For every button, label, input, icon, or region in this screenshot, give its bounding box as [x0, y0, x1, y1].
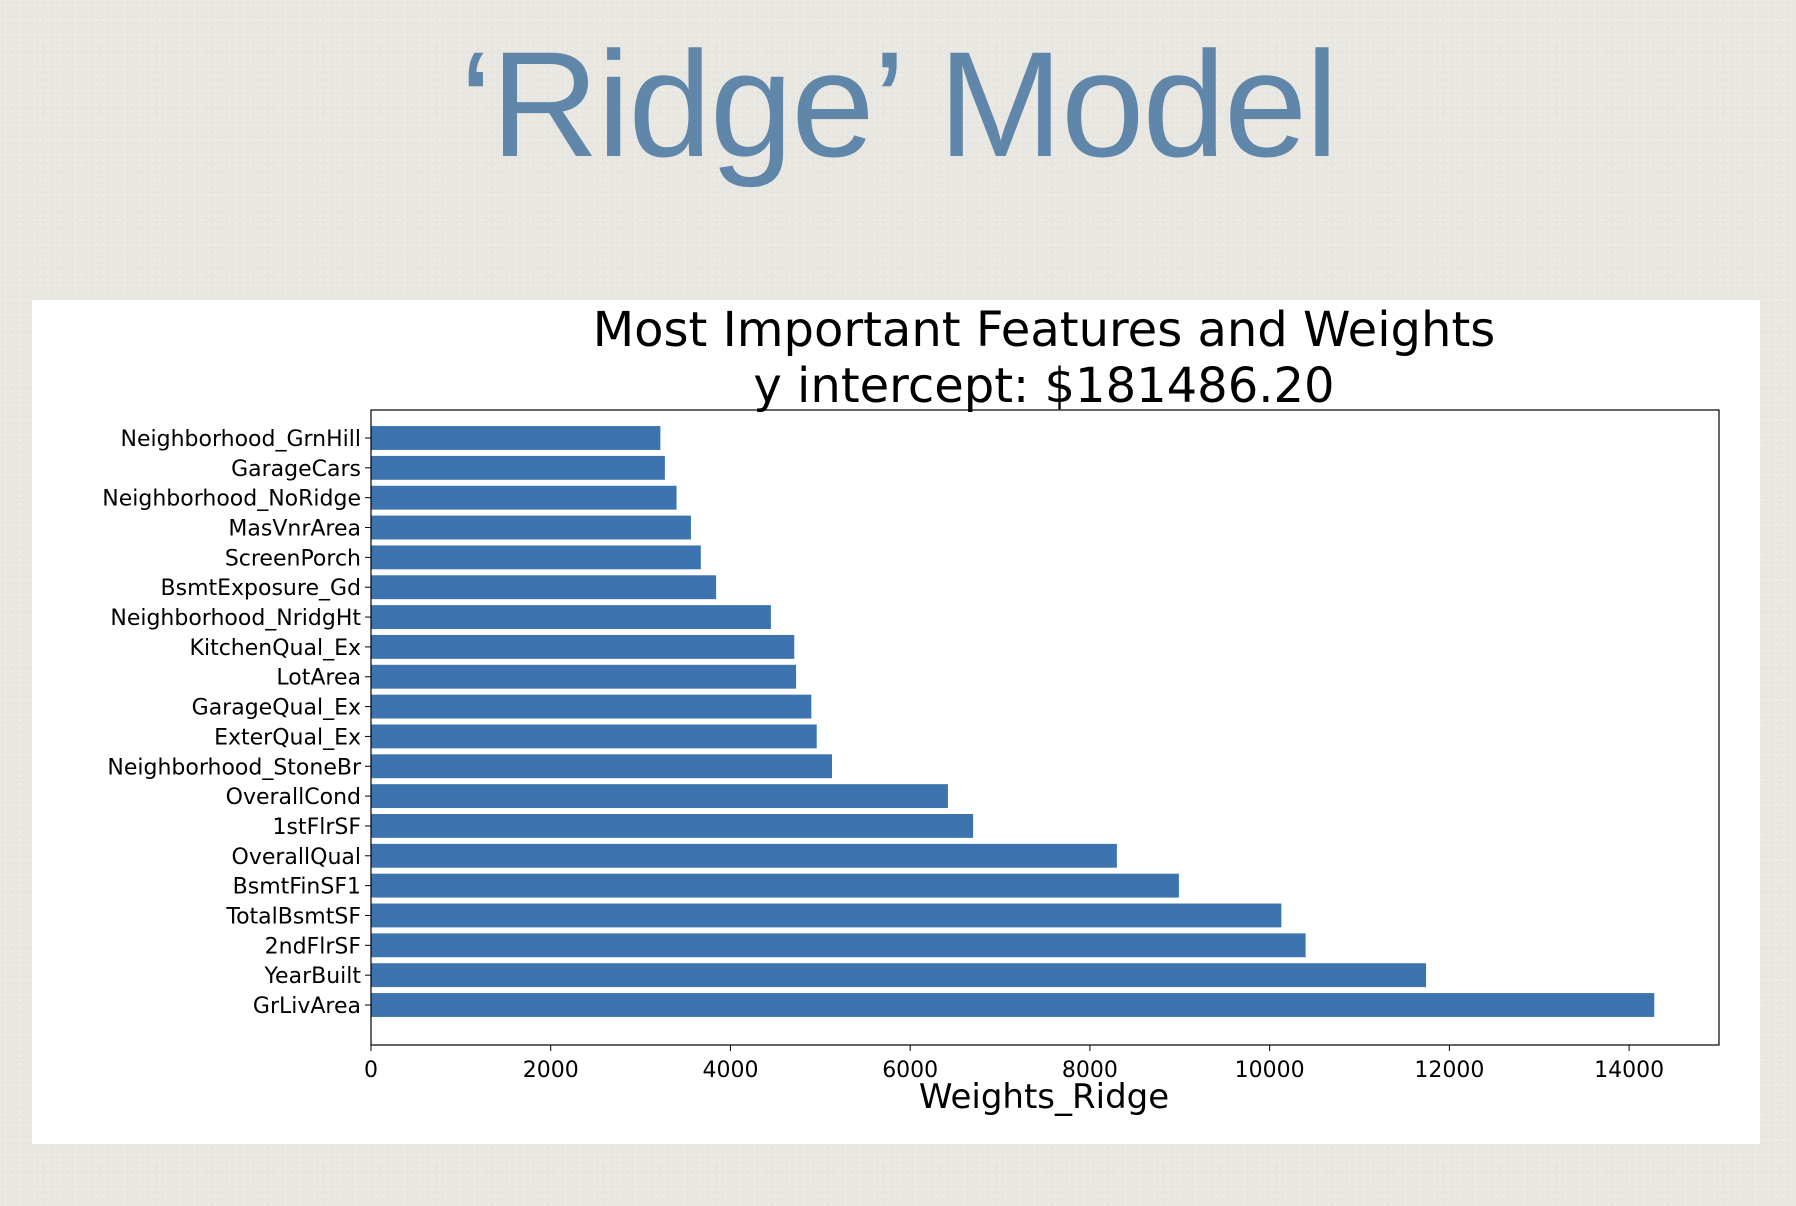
- bar-2ndFlrSF: [371, 933, 1306, 958]
- bars-group: [371, 426, 1655, 1017]
- x-tick-label: 0: [364, 1058, 378, 1083]
- category-label: GrLivArea: [253, 994, 361, 1019]
- bar-YearBuilt: [371, 963, 1427, 988]
- category-label: BsmtExposure_Gd: [161, 576, 361, 601]
- category-label: GarageQual_Ex: [192, 696, 361, 721]
- category-label: OverallCond: [226, 785, 361, 810]
- category-label: 1stFlrSF: [272, 815, 361, 840]
- x-tick-label: 6000: [882, 1058, 938, 1083]
- category-label: Neighborhood_NoRidge: [102, 487, 361, 512]
- bar-Neighborhood_StoneBr: [371, 754, 833, 779]
- bar-GarageQual_Ex: [371, 694, 812, 719]
- bar-GarageCars: [371, 455, 665, 480]
- bar-BsmtExposure_Gd: [371, 575, 717, 600]
- category-label: YearBuilt: [264, 964, 362, 989]
- bar-1stFlrSF: [371, 814, 974, 838]
- bar-OverallCond: [371, 784, 948, 809]
- x-axis-label: Weights_Ridge: [919, 1077, 1169, 1117]
- x-tick-label: 8000: [1062, 1058, 1118, 1083]
- chart-title: Most Important Features and Weights: [593, 302, 1496, 358]
- category-label: Neighborhood_NridgHt: [110, 606, 361, 631]
- bar-KitchenQual_Ex: [371, 634, 795, 659]
- bar-ExterQual_Ex: [371, 724, 817, 749]
- category-label: Neighborhood_StoneBr: [107, 755, 362, 780]
- category-label: Neighborhood_GrnHill: [121, 427, 361, 452]
- bar-chart: Most Important Features and Weights y in…: [102, 302, 1720, 1117]
- bar-ScreenPorch: [371, 545, 701, 570]
- category-label: 2ndFlrSF: [265, 934, 361, 959]
- bar-LotArea: [371, 664, 797, 689]
- category-label: BsmtFinSF1: [233, 875, 361, 900]
- category-label: TotalBsmtSF: [225, 904, 361, 929]
- bar-GrLivArea: [371, 993, 1655, 1017]
- category-label: ScreenPorch: [225, 546, 361, 571]
- category-label: MasVnrArea: [228, 517, 361, 542]
- category-label: ExterQual_Ex: [214, 725, 361, 750]
- category-label: GarageCars: [231, 457, 361, 482]
- chart-panel: Most Important Features and Weights y in…: [32, 300, 1760, 1144]
- x-tick-label: 4000: [702, 1058, 758, 1083]
- plot-frame: [370, 409, 1720, 1046]
- category-labels: GrLivArea YearBuilt 2ndFlrSF TotalBsmtSF Bsm…: [102, 427, 371, 1019]
- bar-OverallQual: [371, 843, 1117, 868]
- x-tick-label: 14000: [1594, 1058, 1664, 1083]
- bar-TotalBsmtSF: [371, 903, 1282, 928]
- x-tick-label: 2000: [523, 1058, 579, 1083]
- category-label: OverallQual: [232, 845, 361, 870]
- bar-Neighborhood_GrnHill: [371, 426, 661, 450]
- slide-title: ‘Ridge’ Model: [459, 20, 1338, 188]
- bar-MasVnrArea: [371, 515, 691, 540]
- bar-Neighborhood_NoRidge: [371, 485, 677, 510]
- bar-Neighborhood_NridgHt: [371, 605, 771, 629]
- category-label: KitchenQual_Ex: [190, 636, 361, 661]
- bar-BsmtFinSF1: [371, 873, 1179, 898]
- x-tick-label: 10000: [1235, 1058, 1305, 1083]
- chart-subtitle: y intercept: $181486.20: [753, 358, 1334, 414]
- x-tick-label: 12000: [1414, 1058, 1484, 1083]
- x-axis-ticks: 0 2000 4000 6000 8000 10000 12000 14000: [364, 1045, 1664, 1083]
- category-label: LotArea: [276, 666, 361, 691]
